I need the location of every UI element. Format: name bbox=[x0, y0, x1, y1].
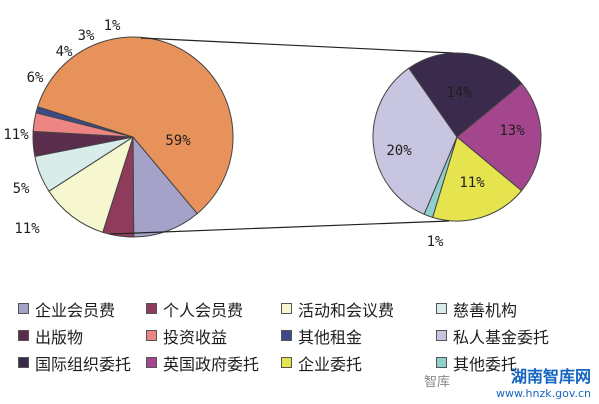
pie-slice bbox=[408, 52, 523, 138]
connector-line-top bbox=[140, 37, 454, 54]
pie-slice bbox=[431, 136, 523, 222]
slice-label: 14% bbox=[446, 85, 472, 101]
slice-label: 4% bbox=[56, 44, 73, 60]
slice-label: 1% bbox=[427, 234, 444, 250]
legend-label: 慈善机构 bbox=[453, 300, 518, 320]
legend-label: 出版物 bbox=[35, 327, 84, 347]
legend-swatch bbox=[436, 303, 447, 314]
watermark-left: 智库 bbox=[424, 375, 451, 390]
legend-row-1: 企业会员费 个人会员费 活动和会议费 慈善机构 bbox=[18, 295, 593, 322]
slice-label: 20% bbox=[386, 143, 412, 159]
breakdown-pie: 20% 14% 13% 11% 1% bbox=[372, 52, 542, 250]
legend-label: 国际组织委托 bbox=[35, 354, 132, 374]
slice-label: 11% bbox=[3, 127, 29, 143]
legend-label: 英国政府委托 bbox=[163, 354, 260, 374]
legend-swatch bbox=[146, 330, 157, 341]
main-pie: 11% 5% 11% 6% 4% 3% 1% 59% bbox=[3, 18, 234, 238]
legend-swatch bbox=[18, 303, 29, 314]
legend-item: 英国政府委托 bbox=[146, 351, 281, 375]
slice-label: 11% bbox=[459, 175, 485, 191]
legend: 企业会员费 个人会员费 活动和会议费 慈善机构 出版物 投资收益 其他租金 私人… bbox=[18, 295, 593, 376]
legend-item: 其他租金 bbox=[281, 324, 436, 348]
legend-row-2: 出版物 投资收益 其他租金 私人基金委托 bbox=[18, 322, 593, 349]
legend-item: 企业会员费 bbox=[18, 297, 146, 321]
pie-slice bbox=[456, 82, 542, 192]
connector-line-bottom bbox=[109, 220, 450, 235]
legend-label: 其他委托 bbox=[453, 354, 518, 374]
legend-row-3: 国际组织委托 英国政府委托 企业委托 其他委托 bbox=[18, 349, 593, 376]
legend-item: 私人基金委托 bbox=[436, 324, 549, 348]
slice-label: 59% bbox=[165, 133, 191, 149]
legend-swatch bbox=[436, 330, 447, 341]
pie-slice bbox=[132, 135, 198, 238]
watermark-url: www.hnzk.gov.cn bbox=[496, 387, 591, 400]
legend-item: 投资收益 bbox=[146, 324, 281, 348]
legend-swatch bbox=[436, 357, 447, 368]
legend-item: 活动和会议费 bbox=[281, 297, 436, 321]
slice-label: 3% bbox=[78, 28, 95, 44]
legend-label: 个人会员费 bbox=[163, 300, 244, 320]
slice-label: 5% bbox=[13, 181, 30, 197]
legend-swatch bbox=[146, 303, 157, 314]
legend-swatch bbox=[281, 330, 292, 341]
legend-label: 私人基金委托 bbox=[453, 327, 550, 347]
pie-charts: 11% 5% 11% 6% 4% 3% 1% 59% 20% 14% 13% 11% 1% bbox=[3, 18, 542, 250]
legend-item: 国际组织委托 bbox=[18, 351, 146, 375]
legend-swatch bbox=[18, 330, 29, 341]
watermark: 湖南智库网 www.hnzk.gov.cn bbox=[496, 363, 591, 400]
legend-label: 投资收益 bbox=[163, 327, 228, 347]
legend-swatch bbox=[281, 303, 292, 314]
pie-slice bbox=[423, 136, 458, 218]
legend-label: 其他租金 bbox=[298, 327, 363, 347]
legend-item: 慈善机构 bbox=[436, 297, 517, 321]
pie-slice bbox=[48, 135, 134, 233]
legend-item: 企业委托 bbox=[281, 351, 436, 375]
slice-label: 13% bbox=[499, 123, 525, 139]
legend-item: 个人会员费 bbox=[146, 297, 281, 321]
legend-label: 企业委托 bbox=[298, 354, 363, 374]
pie-slice bbox=[372, 67, 458, 215]
pie-slice bbox=[37, 36, 234, 215]
legend-item: 其他委托 bbox=[436, 351, 517, 375]
legend-swatch bbox=[18, 357, 29, 368]
slice-label: 1% bbox=[104, 18, 121, 34]
slice-label: 6% bbox=[27, 70, 44, 86]
legend-label: 活动和会议费 bbox=[298, 300, 395, 320]
watermark-title: 湖南智库网 bbox=[510, 367, 591, 386]
slice-label: 11% bbox=[14, 221, 40, 237]
legend-swatch bbox=[281, 357, 292, 368]
legend-swatch bbox=[146, 357, 157, 368]
legend-label: 企业会员费 bbox=[35, 300, 116, 320]
legend-item: 出版物 bbox=[18, 324, 146, 348]
